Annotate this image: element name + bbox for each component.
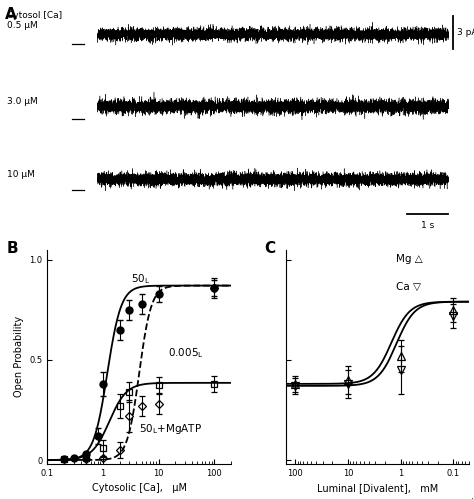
Text: Cytosol [Ca]: Cytosol [Ca] bbox=[7, 11, 62, 20]
Text: C: C bbox=[264, 241, 275, 256]
Text: Ca ▽: Ca ▽ bbox=[396, 281, 421, 292]
Text: 3 pA: 3 pA bbox=[457, 28, 474, 37]
Text: 50$_\mathregular{L}$+MgATP: 50$_\mathregular{L}$+MgATP bbox=[139, 422, 202, 436]
X-axis label: Cytosolic [Ca],   μM: Cytosolic [Ca], μM bbox=[91, 484, 187, 494]
Text: A: A bbox=[5, 7, 17, 22]
Text: Mg △: Mg △ bbox=[396, 254, 423, 264]
Text: 50$_\mathregular{L}$: 50$_\mathregular{L}$ bbox=[131, 272, 150, 285]
Text: 0.5 μM: 0.5 μM bbox=[7, 21, 38, 30]
Text: B: B bbox=[7, 241, 18, 256]
Text: 10 μM: 10 μM bbox=[7, 170, 35, 179]
Text: ......: ...... bbox=[471, 492, 474, 499]
Y-axis label: Open Probability: Open Probability bbox=[14, 316, 24, 397]
Text: 3.0 μM: 3.0 μM bbox=[7, 97, 38, 106]
Text: 1 s: 1 s bbox=[421, 221, 434, 230]
X-axis label: Luminal [Divalent],   mM: Luminal [Divalent], mM bbox=[317, 484, 438, 494]
Text: 0.005$_\mathregular{L}$: 0.005$_\mathregular{L}$ bbox=[168, 346, 204, 360]
